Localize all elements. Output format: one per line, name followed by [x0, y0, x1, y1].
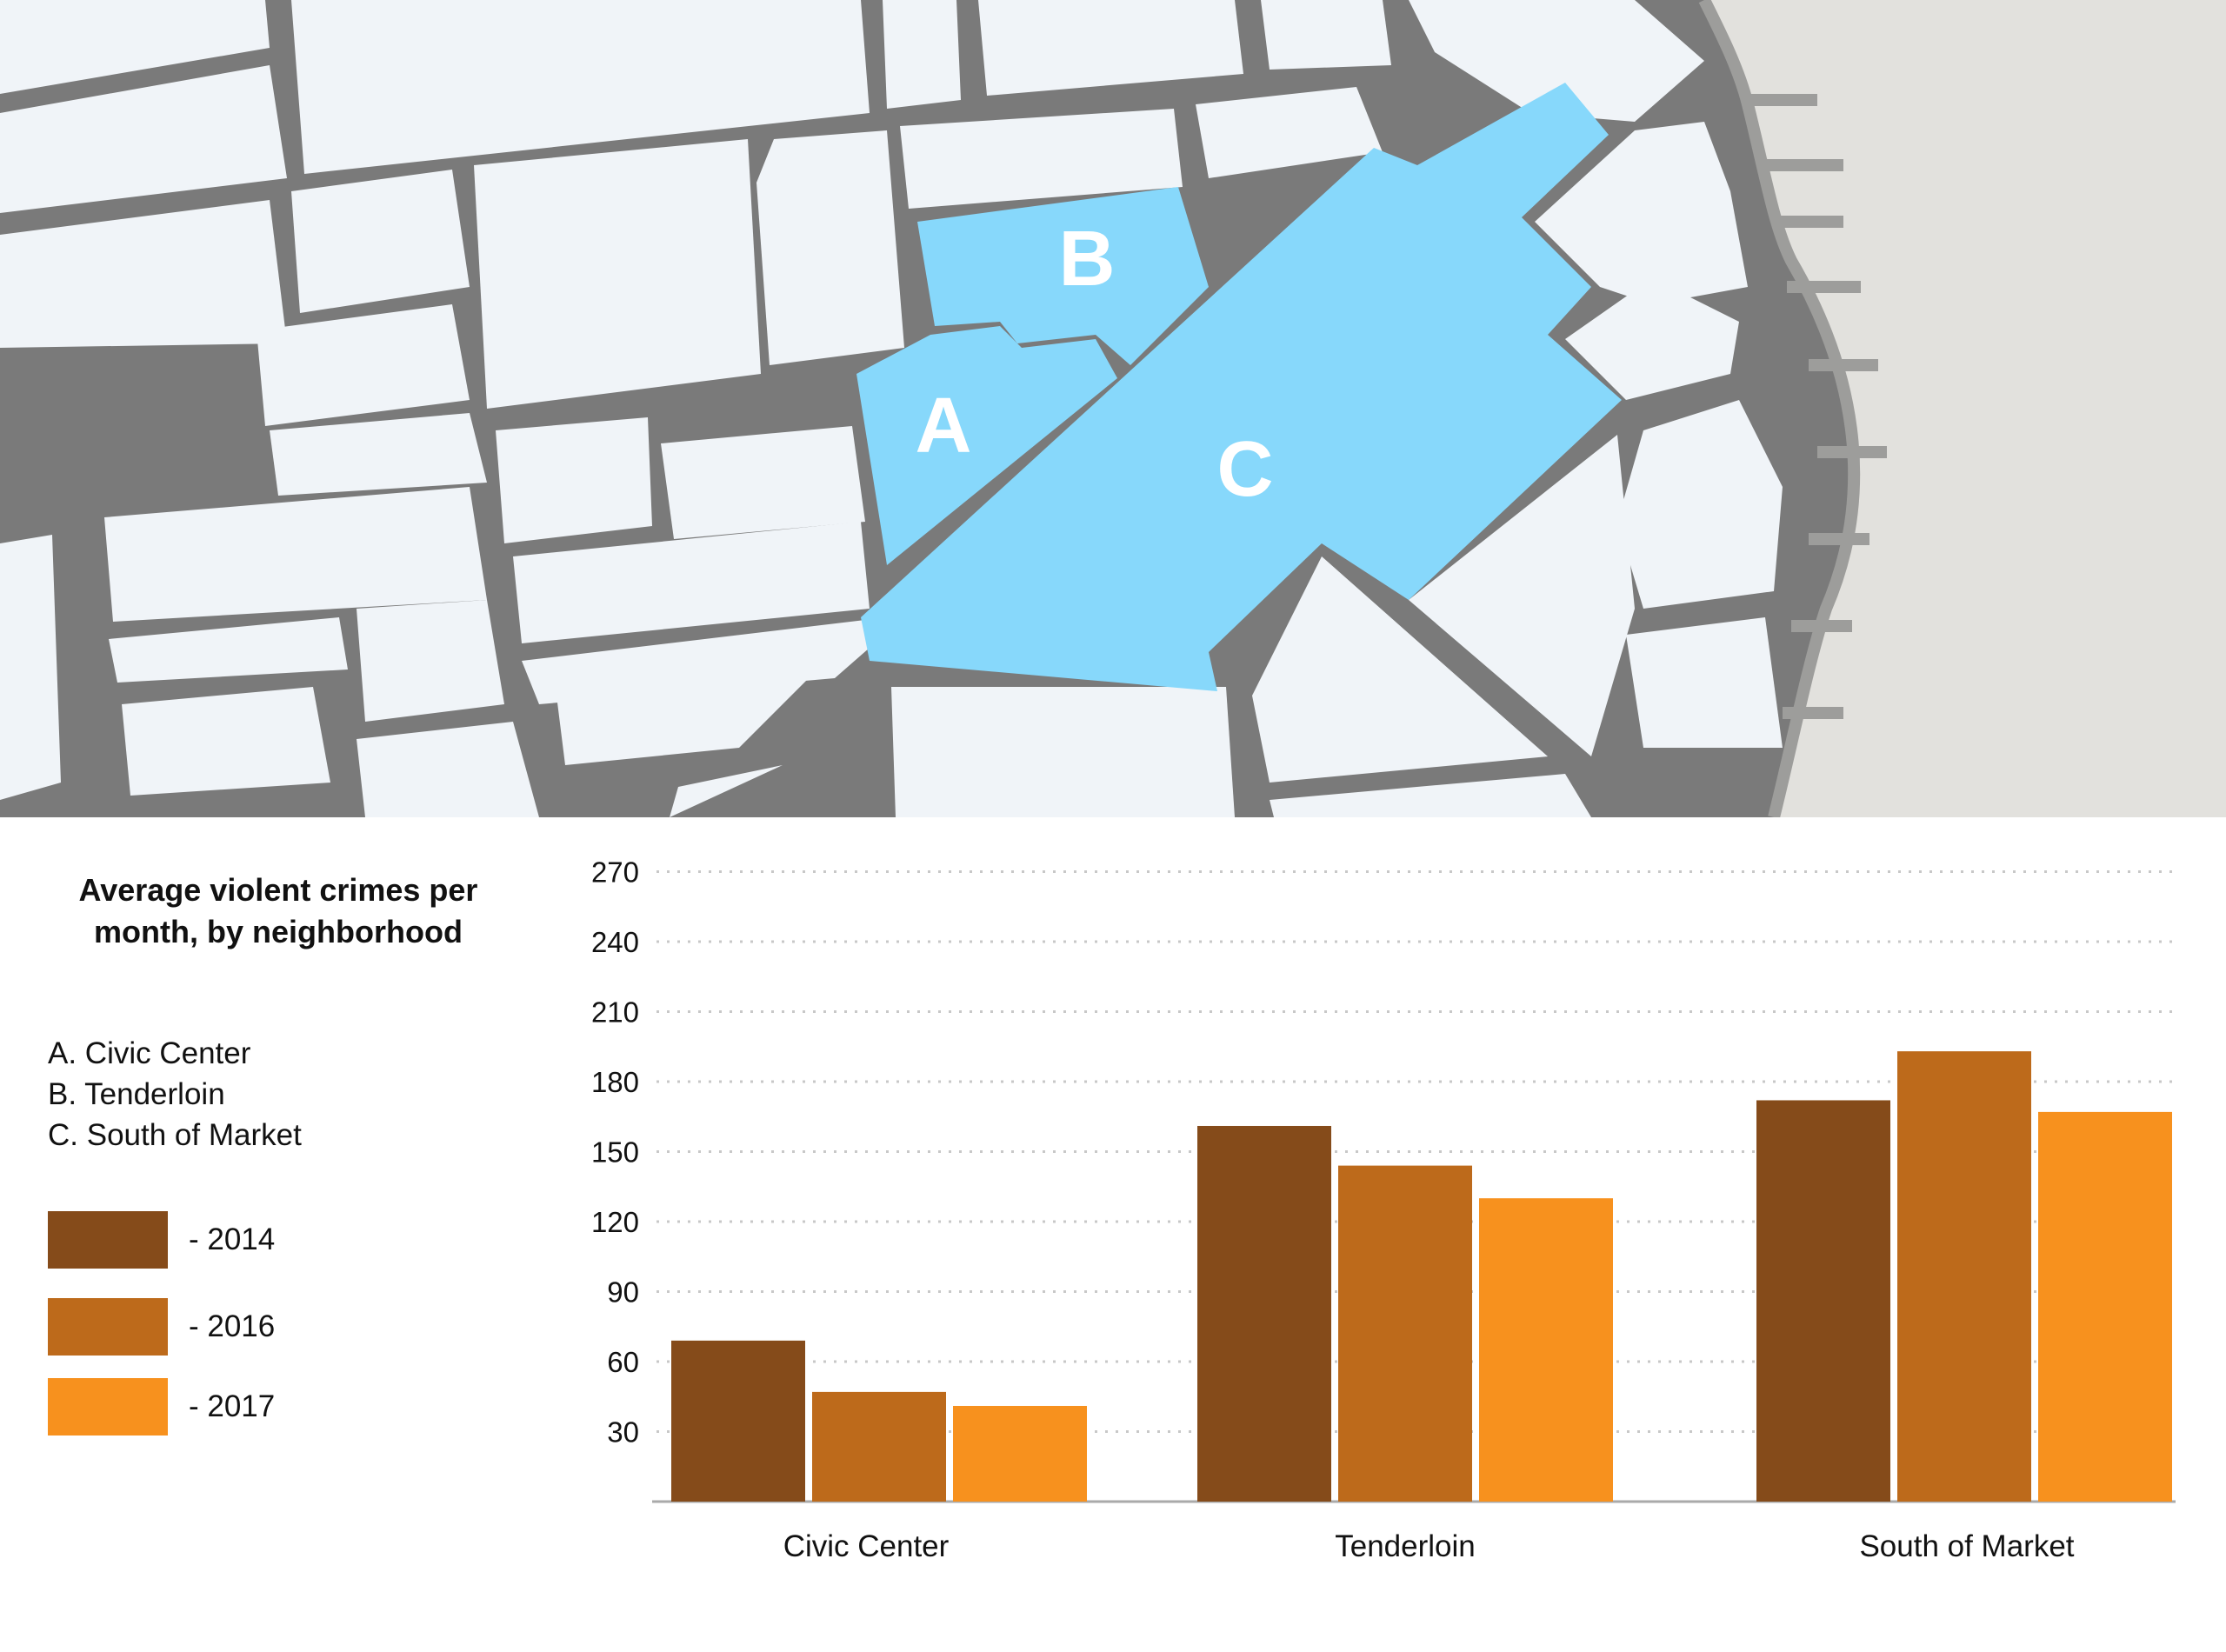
city-block	[0, 535, 61, 800]
legend-item-2016: - 2016	[48, 1298, 483, 1356]
city-block	[0, 0, 270, 94]
city-block	[522, 617, 887, 704]
neighborhood-item-b: B. Tenderloin	[48, 1077, 225, 1111]
neighborhood-list: A. Civic Center B. Tenderloin C. South o…	[48, 1033, 302, 1156]
city-block	[883, 0, 961, 109]
city-block	[474, 139, 761, 409]
y-tick-label: 210	[591, 996, 639, 1029]
bar-2016-tenderloin	[1338, 1165, 1472, 1502]
city-block	[270, 413, 487, 496]
bar-2014-tenderloin	[1197, 1125, 1331, 1502]
legend-label-2016: - 2016	[189, 1309, 276, 1343]
city-block	[670, 765, 783, 817]
city-block	[900, 109, 1183, 209]
x-category-label: Tenderloin	[1335, 1529, 1476, 1563]
bar-2017-tenderloin	[1479, 1198, 1613, 1502]
city-block	[1626, 617, 1783, 748]
city-block	[661, 426, 865, 539]
city-block	[891, 687, 1235, 817]
neighborhood-b-area	[917, 187, 1209, 365]
map-letter-a: A	[916, 383, 972, 470]
neighborhood-map: A B C	[0, 0, 2226, 817]
city-block	[109, 617, 348, 683]
city-block	[1252, 556, 1548, 783]
city-block	[1409, 0, 1704, 122]
city-block	[1261, 0, 1391, 70]
city-block	[556, 678, 809, 765]
x-category-label: South of Market	[1859, 1529, 2074, 1563]
city-block	[257, 304, 470, 426]
city-block	[0, 200, 287, 348]
city-block	[1196, 87, 1383, 178]
city-block	[513, 522, 870, 643]
bar-2016-civic-center	[812, 1391, 946, 1502]
legend-label-2017: - 2017	[189, 1389, 276, 1423]
y-tick-label: 150	[591, 1136, 639, 1169]
city-block	[291, 0, 870, 174]
city-block	[1535, 122, 1748, 304]
map-letter-c: C	[1217, 426, 1274, 513]
city-block	[291, 170, 470, 313]
city-block	[357, 722, 539, 817]
city-block	[1409, 435, 1635, 756]
neighborhood-c-area	[861, 83, 1622, 691]
legend-swatch-2017	[48, 1378, 168, 1436]
neighborhood-item-c: C. South of Market	[48, 1118, 302, 1152]
city-block	[1565, 278, 1739, 400]
city-block	[1270, 774, 1591, 817]
y-tick-label: 30	[607, 1416, 639, 1449]
city-block	[756, 130, 904, 365]
city-block	[104, 487, 487, 622]
bar-2014-south-of-market	[1756, 1100, 1890, 1502]
city-block	[496, 417, 652, 543]
city-block	[122, 687, 330, 796]
y-tick-label: 90	[607, 1276, 639, 1309]
bar-2014-civic-center	[671, 1340, 805, 1502]
x-category-label: Civic Center	[783, 1529, 950, 1563]
legend-swatch-2014	[48, 1211, 168, 1269]
legend-item-2017: - 2017	[48, 1378, 483, 1436]
y-tick-label: 240	[591, 926, 639, 958]
legend-item-2014: - 2014	[48, 1211, 483, 1269]
y-tick-label: 60	[607, 1346, 639, 1378]
bar-2017-south-of-market	[2038, 1111, 2172, 1502]
y-tick-label: 270	[591, 856, 639, 889]
city-block	[0, 65, 287, 213]
y-tick-label: 120	[591, 1206, 639, 1238]
neighborhood-item-a: A. Civic Center	[48, 1036, 251, 1070]
bay-area	[1704, 0, 2226, 817]
legend-swatch-2016	[48, 1298, 168, 1356]
legend-label-2014: - 2014	[189, 1222, 276, 1256]
city-block	[357, 600, 504, 722]
city-block	[1617, 400, 1783, 609]
bar-2016-south-of-market	[1897, 1051, 2031, 1502]
map-letter-b: B	[1059, 216, 1116, 303]
city-block	[978, 0, 1243, 96]
neighborhood-a-area	[856, 326, 1117, 565]
bar-2017-civic-center	[953, 1405, 1087, 1502]
chart-title: Average violent crimes per month, by nei…	[78, 872, 478, 949]
highlighted-neighborhoods	[856, 83, 1622, 691]
y-tick-label: 180	[591, 1066, 639, 1098]
city-blocks	[0, 0, 1783, 817]
